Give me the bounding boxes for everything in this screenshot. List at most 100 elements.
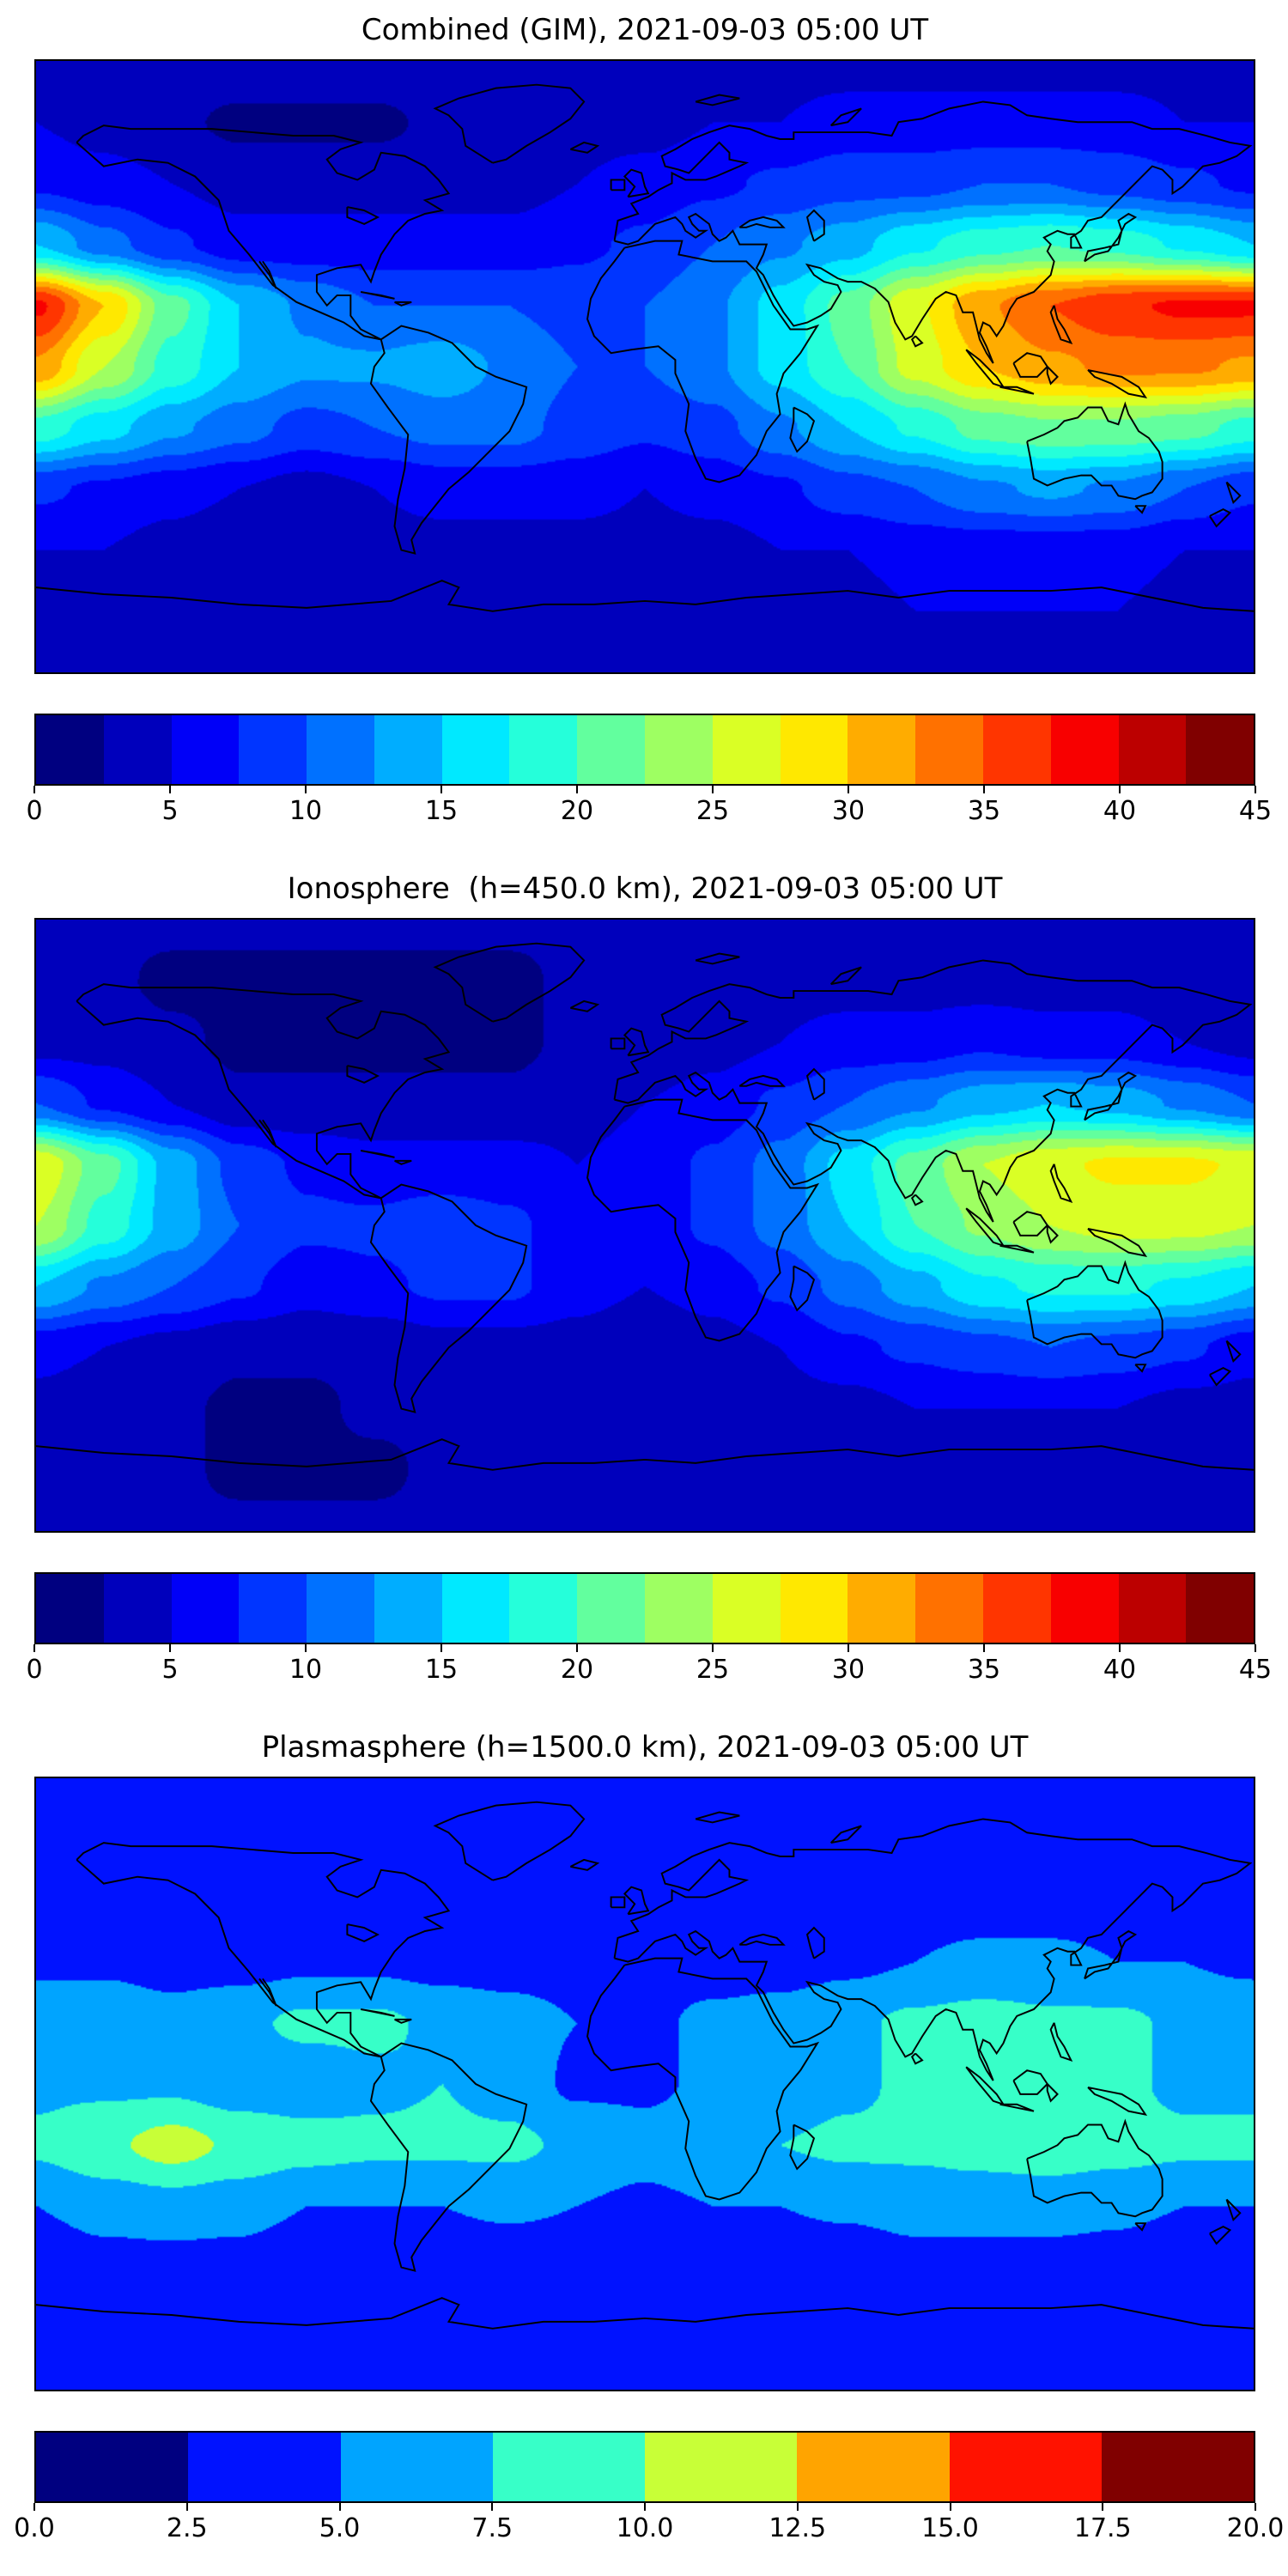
coastline-path	[36, 942, 1254, 1471]
colorbar-segment	[1186, 1573, 1255, 1643]
colorbar-segment	[188, 2432, 341, 2501]
colorbar-tick	[440, 1643, 442, 1652]
colorbar-tick	[440, 785, 442, 793]
colorbar-tick	[983, 1643, 985, 1652]
colorbar-tick-label: 45	[1238, 1654, 1273, 1685]
colorbar-tick	[949, 2502, 951, 2511]
colorbar-tick-label: 7.5	[471, 2512, 513, 2543]
tec-heatmap-canvas	[36, 1777, 1254, 2390]
world-map-plasmasphere	[34, 1776, 1255, 2391]
colorbar-segment	[645, 2432, 798, 2501]
colorbar-segment	[171, 1573, 240, 1643]
colorbar-tick-row: 0 5 10 15 20 25 30 35 40 45	[26, 785, 1272, 834]
colorbar-tick	[1118, 1643, 1121, 1652]
colorbar-tick-label: 35	[967, 1654, 1001, 1685]
coastlines-overlay	[36, 83, 1254, 612]
colorbar-segment	[645, 1573, 713, 1643]
colorbar-tick-label: 12.5	[769, 2512, 827, 2543]
colorbar-segment	[848, 714, 916, 784]
colorbar-tick-label: 0	[26, 795, 43, 826]
colorbar-segment	[1050, 1573, 1119, 1643]
colorbar-segment	[577, 1573, 646, 1643]
colorbar-tick	[304, 1643, 307, 1652]
colorbar-combined: 0 5 10 15 20 25 30 35 40 45	[26, 713, 1272, 834]
colorbar-segment	[915, 1573, 983, 1643]
colorbar-tick	[1255, 2502, 1256, 2511]
colorbar-tick	[491, 2502, 494, 2511]
colorbar-segment	[982, 714, 1051, 784]
colorbar-tick	[185, 2502, 188, 2511]
colorbar-tick	[338, 2502, 341, 2511]
colorbar-tick-label: 25	[696, 795, 730, 826]
panel-title-plasmasphere: Plasmasphere (h=1500.0 km), 2021-09-03 0…	[261, 1730, 1029, 1765]
colorbar-tick-label: 5	[161, 1654, 179, 1685]
colorbar-segment	[36, 1573, 104, 1643]
colorbar-tick	[575, 785, 578, 793]
colorbar-tick	[1102, 2502, 1104, 2511]
colorbar-segment	[36, 714, 104, 784]
colorbar-tick-label: 15.0	[921, 2512, 979, 2543]
colorbar-tick-row: 0 5 10 15 20 25 30 35 40 45	[26, 1643, 1272, 1692]
colorbar-tick-label: 20	[560, 795, 594, 826]
colorbar-tick-label: 10	[289, 1654, 323, 1685]
colorbar-tick	[33, 785, 35, 793]
colorbar-tick	[796, 2502, 799, 2511]
colorbar-tick-label: 10.0	[616, 2512, 674, 2543]
colorbar-tick	[1255, 1643, 1256, 1652]
colorbar-segment	[712, 714, 781, 784]
colorbar-segment	[307, 1573, 374, 1643]
colorbar-tick	[304, 785, 307, 793]
colorbar-segment	[36, 2432, 189, 2501]
colorbar-segment	[374, 714, 442, 784]
colorbar-plasmasphere: 0.0 2.5 5.0 7.5 10.0 12.5 15.0 17.5 20.0	[14, 2430, 1284, 2551]
panel-combined-gim: Combined (GIM), 2021-09-03 05:00 UT 0 5 10…	[0, 0, 1288, 859]
colorbar-segment	[797, 2432, 950, 2501]
colorbar-tick	[848, 785, 849, 793]
colorbar-tick-label: 40	[1103, 1654, 1137, 1685]
colorbar-segment	[103, 1573, 172, 1643]
colorbar-segment	[340, 2432, 493, 2501]
colorbar-segment	[441, 1573, 510, 1643]
colorbar-tick-label: 17.5	[1073, 2512, 1132, 2543]
colorbar-segment	[577, 714, 646, 784]
colorbar-segment	[915, 714, 983, 784]
colorbar-tick	[644, 2502, 646, 2511]
colorbar-tick-label: 35	[967, 795, 1001, 826]
panel-plasmasphere: Plasmasphere (h=1500.0 km), 2021-09-03 0…	[0, 1717, 1288, 2576]
tec-heatmap-canvas	[36, 60, 1254, 672]
colorbar-tick-label: 0.0	[14, 2512, 55, 2543]
colorbar-segment	[509, 1573, 578, 1643]
colorbar-tick-label: 30	[831, 795, 866, 826]
colorbar-ionosphere: 0 5 10 15 20 25 30 35 40 45	[26, 1571, 1272, 1692]
colorbar-tick-label: 30	[831, 1654, 866, 1685]
colorbar-segment	[645, 714, 713, 784]
colorbar-tick-label: 20	[560, 1654, 594, 1685]
colorbar-tick-label: 10	[289, 795, 323, 826]
colorbar-tick-label: 15	[424, 1654, 459, 1685]
colorbar-segment	[1050, 714, 1119, 784]
coastlines-overlay	[36, 942, 1254, 1471]
colorbar-tick	[168, 1643, 171, 1652]
panel-ionosphere: Ionosphere (h=450.0 km), 2021-09-03 05:0…	[0, 859, 1288, 1717]
colorbar-segment	[1101, 2432, 1254, 2501]
colorbar-tick-label: 40	[1103, 795, 1137, 826]
panel-title-ionosphere: Ionosphere (h=450.0 km), 2021-09-03 05:0…	[287, 872, 1003, 906]
tec-heatmap-canvas	[36, 919, 1254, 1531]
colorbar-tick-label: 15	[424, 795, 459, 826]
colorbar-segment	[171, 714, 240, 784]
colorbar-segment	[780, 714, 848, 784]
colorbar-segment	[1118, 1573, 1187, 1643]
colorbar-segment	[712, 1573, 781, 1643]
colorbar-segment	[848, 1573, 916, 1643]
colorbar-segment	[492, 2432, 645, 2501]
coastlines-overlay	[36, 1801, 1254, 2330]
colorbar-segment	[1186, 714, 1255, 784]
colorbar-tick-label: 0	[26, 1654, 43, 1685]
colorbar-tick	[1118, 785, 1121, 793]
colorbar-tick	[575, 1643, 578, 1652]
colorbar-segment	[1118, 714, 1187, 784]
colorbar-segment	[374, 1573, 442, 1643]
colorbar-tick	[33, 2502, 35, 2511]
colorbar-tick	[712, 785, 714, 793]
